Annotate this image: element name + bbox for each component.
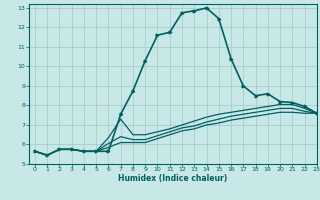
X-axis label: Humidex (Indice chaleur): Humidex (Indice chaleur)	[118, 174, 228, 183]
